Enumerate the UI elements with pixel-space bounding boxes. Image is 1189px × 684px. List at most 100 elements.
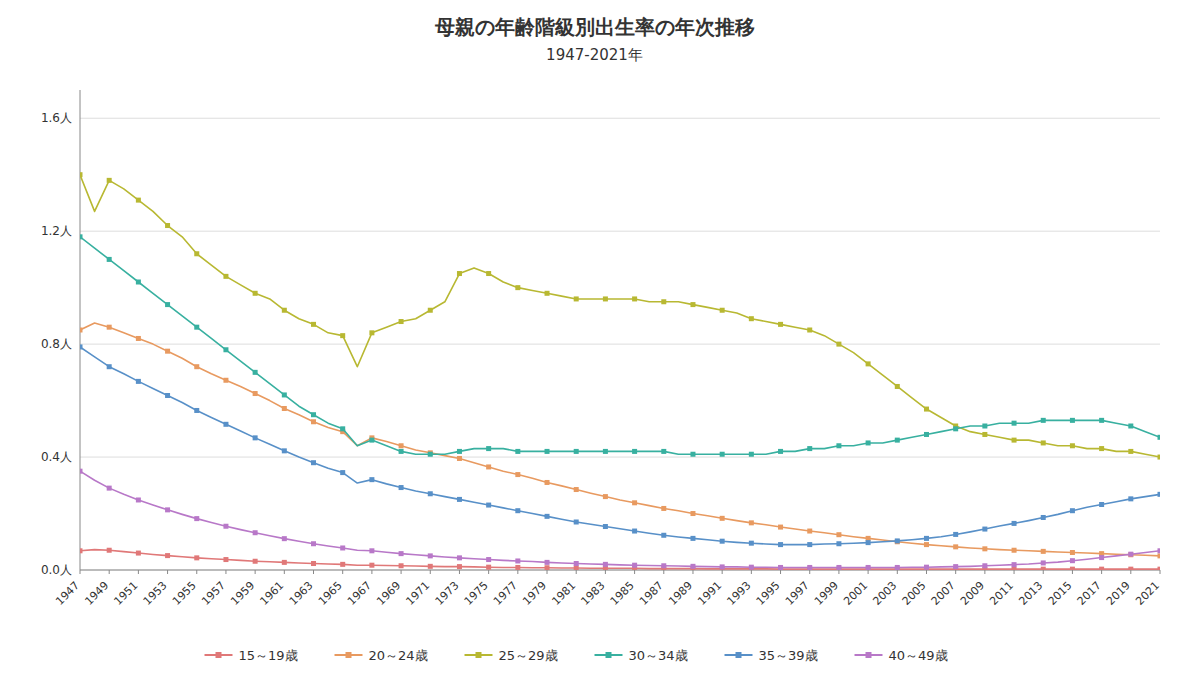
- series-marker: [311, 412, 316, 417]
- series-marker: [399, 563, 404, 568]
- series-marker: [1070, 418, 1075, 423]
- series-marker: [603, 449, 608, 454]
- legend-label: 35～39歳: [759, 648, 818, 663]
- x-tick-label: 2013: [1016, 579, 1045, 608]
- x-tick-label: 1981: [549, 579, 578, 608]
- x-tick: [342, 570, 343, 574]
- series-marker: [778, 565, 783, 570]
- legend-item: 25～29歳: [465, 648, 558, 663]
- series-marker: [369, 330, 374, 335]
- series-marker: [895, 438, 900, 443]
- series-marker: [720, 539, 725, 544]
- series-marker: [194, 325, 199, 330]
- x-tick-label: 1965: [316, 579, 345, 608]
- x-tick-label: 1967: [345, 579, 374, 608]
- series-marker: [194, 408, 199, 413]
- series-marker: [720, 308, 725, 313]
- series-marker: [632, 449, 637, 454]
- series-marker: [720, 516, 725, 521]
- series-marker: [924, 407, 929, 412]
- series-marker: [428, 553, 433, 558]
- x-tick: [663, 570, 664, 574]
- series-marker: [399, 551, 404, 556]
- series-marker: [457, 497, 462, 502]
- series-marker: [807, 529, 812, 534]
- x-tick-label: 1973: [433, 579, 462, 608]
- series-marker: [253, 559, 258, 564]
- series-marker: [574, 487, 579, 492]
- x-tick: [751, 570, 752, 574]
- series-marker: [486, 557, 491, 562]
- series-marker: [924, 536, 929, 541]
- x-tick: [138, 570, 139, 574]
- series-marker: [1099, 418, 1104, 423]
- grid-line: [80, 118, 1160, 119]
- series-marker: [895, 539, 900, 544]
- x-tick: [80, 570, 81, 574]
- series-marker: [661, 299, 666, 304]
- grid-line: [80, 344, 1160, 345]
- series: [80, 469, 1160, 570]
- x-tick-label: 1975: [462, 579, 491, 608]
- series-marker: [1158, 455, 1161, 460]
- series-marker: [720, 452, 725, 457]
- series-marker: [282, 560, 287, 565]
- series-marker: [603, 494, 608, 499]
- series-marker: [982, 424, 987, 429]
- series-marker: [661, 449, 666, 454]
- series-marker: [515, 565, 520, 570]
- series-marker: [223, 347, 228, 352]
- x-tick: [1160, 570, 1161, 574]
- series-marker: [282, 448, 287, 453]
- series-marker: [1041, 560, 1046, 565]
- series-marker: [399, 319, 404, 324]
- series-marker: [282, 406, 287, 411]
- series-marker: [194, 516, 199, 521]
- x-tick: [1014, 570, 1015, 574]
- x-tick-label: 1949: [82, 579, 111, 608]
- series-marker: [399, 443, 404, 448]
- x-tick-label: 1995: [754, 579, 783, 608]
- series-marker: [1128, 449, 1133, 454]
- series-marker: [80, 328, 83, 333]
- series-marker: [632, 296, 637, 301]
- series-marker: [1158, 553, 1161, 558]
- x-tick: [167, 570, 168, 574]
- series-marker: [661, 506, 666, 511]
- x-tick: [109, 570, 110, 574]
- series-marker: [1012, 562, 1017, 567]
- series-marker: [1099, 555, 1104, 560]
- y-tick-label: 0.8人: [41, 337, 72, 351]
- series-marker: [515, 558, 520, 563]
- x-tick: [692, 570, 693, 574]
- series-marker: [1012, 438, 1017, 443]
- x-axis: 1947194919511953195519571959196119631965…: [53, 570, 1162, 608]
- series-line: [80, 550, 1160, 569]
- chart-container: 母親の年齢階級別出生率の年次推移1947-2021年0.0人0.4人0.8人1.…: [0, 0, 1189, 684]
- series-marker: [807, 328, 812, 333]
- x-tick-label: 2019: [1104, 579, 1133, 608]
- series-marker: [223, 378, 228, 383]
- legend-item: 40～49歳: [855, 648, 948, 663]
- series-marker: [836, 532, 841, 537]
- series-marker: [253, 291, 258, 296]
- grid-line: [80, 231, 1160, 232]
- series-marker: [632, 500, 637, 505]
- series-marker: [1128, 552, 1133, 557]
- series-marker: [428, 452, 433, 457]
- series-marker: [282, 308, 287, 313]
- series-marker: [1041, 549, 1046, 554]
- series-marker: [428, 308, 433, 313]
- series-marker: [457, 555, 462, 560]
- series-marker: [632, 529, 637, 534]
- series-marker: [253, 435, 258, 440]
- x-tick: [225, 570, 226, 574]
- legend-label: 15～19歳: [239, 648, 298, 663]
- series-marker: [574, 566, 579, 570]
- series-marker: [1128, 424, 1133, 429]
- series-marker: [165, 393, 170, 398]
- series-marker: [136, 198, 141, 203]
- series-marker: [632, 563, 637, 568]
- series-marker: [982, 527, 987, 532]
- series-marker: [80, 234, 83, 239]
